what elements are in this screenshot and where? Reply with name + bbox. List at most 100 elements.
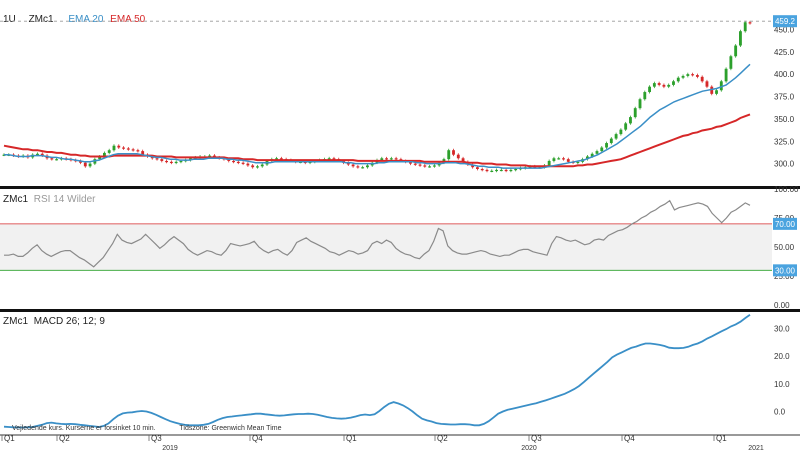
rsi-line (4, 199, 751, 268)
candle-body (332, 158, 336, 160)
candle-body (141, 151, 145, 155)
interval-label[interactable]: 1U (3, 14, 16, 25)
candle-body (131, 149, 135, 151)
candle-body (557, 158, 561, 160)
candle-body (471, 164, 475, 168)
candle-body (36, 153, 39, 155)
candle-body (552, 158, 556, 161)
candle-body (385, 158, 388, 160)
rsi-axis-tick-label: 25.00 (774, 272, 795, 281)
macd-symbol: ZMc1 (3, 316, 28, 327)
candle-body (327, 158, 331, 160)
macd-axis-tick-label: 20.0 (774, 352, 790, 361)
candle-body (629, 117, 632, 124)
candle-body (652, 83, 656, 87)
candle-body (227, 159, 231, 161)
candle-body (624, 123, 628, 130)
candle-body (456, 154, 460, 159)
rsi-label[interactable]: RSI 14 Wilder (33, 194, 96, 205)
candle-body (695, 75, 699, 77)
candle-body (609, 138, 613, 144)
quarter-label: Q2 (59, 434, 70, 443)
candle-body (279, 158, 283, 160)
ema50-legend[interactable]: EMA 50 (110, 14, 146, 25)
candle-body (638, 99, 642, 109)
candle-body (394, 158, 398, 160)
candle-body (83, 162, 87, 167)
candle-body (117, 145, 121, 148)
rsi-axis-tick-label: 100.00 (774, 185, 799, 194)
macd-header: ZMc1 MACD 26; 12; 9 (3, 316, 105, 327)
price-axis-tick-label: 300.0 (774, 160, 795, 169)
rsi-band (0, 223, 772, 271)
rsi-header: ZMc1 RSI 14 Wilder (3, 194, 95, 205)
delay-note: Vejledende kurs. Kurserne er forsinket 1… (12, 425, 156, 432)
price-axis-tick-label: 425.0 (774, 48, 795, 57)
rsi-axis-tick-label: 50.00 (774, 243, 795, 252)
quarter-label: Q2 (437, 434, 448, 443)
candle-body (748, 22, 752, 24)
candle-body (452, 150, 455, 155)
candle-body (112, 145, 116, 151)
candle-body (409, 161, 412, 164)
candle-body (724, 68, 728, 82)
rsi-overbought-badge (773, 217, 797, 230)
candle-body (246, 163, 250, 166)
candle-body (102, 152, 106, 157)
candle-body (657, 83, 661, 85)
candle-body (236, 161, 240, 164)
candle-body (55, 159, 59, 161)
quarter-label: Q3 (151, 434, 162, 443)
quarter-label: Q1 (716, 434, 727, 443)
rsi-axis-tick-label: 0.00 (774, 301, 790, 310)
candle-body (169, 161, 173, 164)
quarter-label: Q4 (252, 434, 263, 443)
candle-body (241, 162, 245, 164)
candle-body (208, 155, 212, 157)
candle-body (88, 163, 92, 167)
rsi-symbol: ZMc1 (3, 194, 28, 205)
candle-body (648, 86, 652, 93)
candle-body (50, 158, 54, 160)
candle-body (619, 129, 623, 135)
candle-body (126, 148, 130, 150)
candle-body (705, 81, 709, 87)
macd-axis-tick-label: 0.0 (774, 408, 786, 417)
candle-body (719, 81, 723, 91)
candle-body (418, 164, 422, 166)
candle-body (600, 147, 604, 152)
quarter-label: Q4 (624, 434, 635, 443)
candle-body (743, 22, 747, 32)
candle-body (605, 143, 608, 148)
candle-body (380, 158, 384, 161)
candle-body (490, 170, 494, 172)
last-price-badge (773, 15, 797, 28)
candle-body (643, 92, 647, 100)
pane-separator-price-rsi (0, 186, 800, 189)
candle-body (504, 169, 508, 172)
price-axis-tick-label: 400.0 (774, 70, 795, 79)
candle-body (595, 151, 599, 154)
candle-body (275, 158, 279, 160)
candle-body (676, 77, 680, 82)
candle-body (729, 56, 733, 69)
quarter-label: Q1 (4, 434, 15, 443)
year-label: 2021 (748, 445, 764, 450)
candle-body (428, 166, 432, 168)
candle-body (681, 75, 685, 78)
candle-body (495, 169, 498, 172)
candle-body (179, 160, 183, 163)
candle-body (366, 165, 369, 168)
candle-body (256, 166, 259, 168)
candle-body (590, 153, 594, 157)
year-label: 2019 (162, 445, 178, 450)
ema20-legend[interactable]: EMA 20 (68, 14, 104, 25)
candle-body (122, 147, 125, 149)
price-header: 1U ZMc1 EMA 20 EMA 50 (3, 14, 145, 25)
candle-body (260, 164, 264, 167)
macd-label[interactable]: MACD 26; 12; 9 (33, 316, 105, 327)
ema20-line (4, 63, 751, 169)
candle-body (79, 160, 82, 163)
price-axis-tick-label: 375.0 (774, 93, 795, 102)
